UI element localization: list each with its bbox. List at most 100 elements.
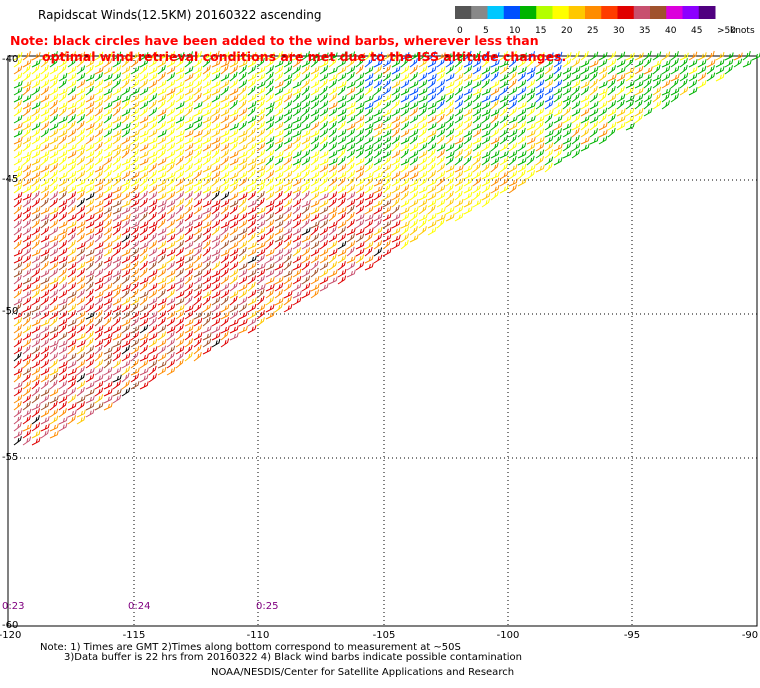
wind-barb — [103, 247, 113, 257]
wind-barb — [193, 190, 202, 201]
wind-barb — [13, 282, 23, 292]
wind-barb — [724, 58, 734, 68]
wind-barb — [283, 290, 293, 299]
wind-barb — [472, 136, 482, 145]
wind-barb — [292, 240, 302, 250]
wind-barb — [346, 93, 356, 103]
wind-barb — [526, 107, 536, 117]
wind-barb — [715, 59, 725, 68]
wind-barb — [580, 120, 589, 131]
wind-barb — [283, 163, 293, 173]
wind-barb — [175, 121, 185, 131]
wind-barb — [454, 170, 464, 180]
wind-barb — [463, 177, 473, 187]
wind-barb — [328, 135, 338, 145]
wind-barb — [31, 226, 41, 236]
wind-barb — [202, 143, 212, 152]
wind-barb — [202, 128, 212, 138]
wind-barb — [256, 113, 265, 124]
wind-barb — [121, 128, 131, 138]
wind-barb — [454, 79, 463, 89]
wind-barb — [571, 142, 581, 152]
wind-barb — [40, 351, 49, 362]
wind-barb — [364, 114, 374, 124]
wind-barb — [13, 302, 22, 313]
wind-barb — [301, 136, 311, 145]
wind-barb — [148, 150, 158, 159]
wind-barb — [535, 79, 545, 89]
wind-barb — [58, 149, 68, 159]
wind-barb — [238, 99, 247, 110]
wind-barb — [121, 113, 130, 124]
wind-barb — [58, 268, 67, 278]
wind-barb — [427, 134, 436, 145]
wind-barb — [157, 234, 167, 243]
wind-barb — [391, 99, 400, 110]
wind-barb — [220, 248, 230, 257]
wind-barb — [535, 164, 545, 173]
wind-barb — [85, 359, 95, 369]
wind-barb — [130, 163, 140, 173]
wind-barb — [112, 366, 122, 376]
wind-barb — [40, 260, 49, 271]
wind-barb — [580, 108, 590, 117]
wind-barb — [238, 107, 248, 117]
wind-barb — [436, 170, 446, 180]
legend-swatch — [650, 6, 667, 19]
wind-barb — [283, 73, 293, 82]
wind-barb — [445, 58, 455, 68]
wind-barb — [193, 295, 202, 306]
wind-barb — [40, 178, 50, 187]
wind-barb — [652, 64, 661, 75]
wind-barb — [310, 142, 319, 152]
wind-barb — [31, 386, 40, 397]
wind-barb — [58, 185, 68, 194]
wind-barb — [508, 134, 517, 145]
wind-barb — [121, 108, 131, 117]
wind-barb — [382, 205, 392, 215]
wind-barb — [652, 51, 662, 61]
wind-barb — [13, 72, 23, 82]
wind-barb — [94, 72, 103, 82]
wind-barb — [319, 150, 329, 159]
wind-barb — [589, 128, 598, 138]
wind-barb — [157, 227, 167, 236]
wind-barb — [13, 114, 23, 124]
wind-barb — [328, 248, 338, 257]
wind-barb — [472, 50, 481, 61]
wind-barb — [175, 170, 185, 180]
wind-barb — [103, 101, 113, 110]
wind-barb — [454, 212, 464, 222]
wind-barb — [418, 51, 427, 61]
wind-barb — [346, 261, 356, 271]
wind-barb — [166, 351, 175, 362]
wind-barb — [265, 205, 274, 215]
wind-barb — [670, 65, 680, 75]
wind-barb — [157, 113, 166, 124]
wind-barb — [472, 190, 481, 201]
wind-barb — [391, 66, 401, 75]
wind-barb — [346, 155, 355, 166]
wind-barb — [337, 233, 347, 243]
wind-barb — [283, 93, 293, 103]
wind-barb — [229, 108, 239, 117]
wind-barb — [544, 100, 554, 110]
wind-barb — [247, 248, 257, 257]
wind-barb — [292, 101, 302, 110]
wind-barb — [103, 87, 113, 96]
wind-barb — [445, 150, 455, 159]
wind-barb — [463, 121, 473, 131]
wind-barb — [148, 72, 158, 82]
wind-barb — [94, 170, 103, 180]
wind-barb — [103, 346, 113, 355]
wind-barb — [328, 197, 337, 208]
wind-barb — [256, 157, 266, 166]
wind-barb — [121, 86, 131, 96]
wind-barb — [166, 240, 176, 250]
wind-barb — [238, 205, 247, 215]
wind-barb — [13, 387, 23, 397]
wind-barb — [40, 416, 50, 425]
wind-barb — [40, 197, 49, 208]
wind-barb — [445, 143, 455, 152]
wind-barb — [166, 366, 176, 376]
